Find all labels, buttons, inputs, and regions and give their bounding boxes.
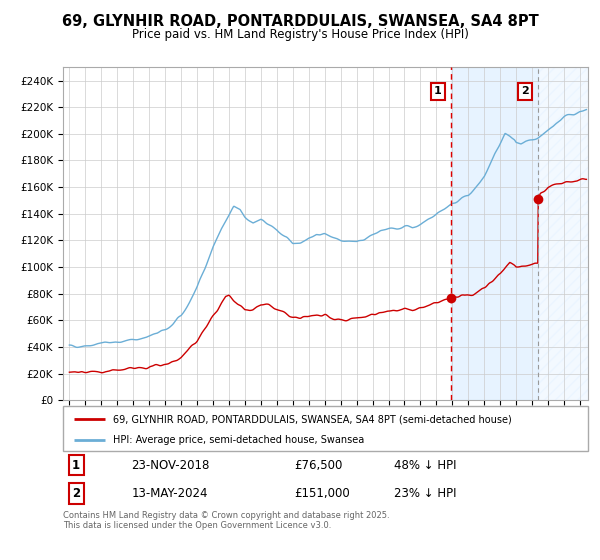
Text: 69, GLYNHIR ROAD, PONTARDDULAIS, SWANSEA, SA4 8PT (semi-detached house): 69, GLYNHIR ROAD, PONTARDDULAIS, SWANSEA… xyxy=(113,414,512,424)
Text: 48% ↓ HPI: 48% ↓ HPI xyxy=(394,459,456,472)
Text: Price paid vs. HM Land Registry's House Price Index (HPI): Price paid vs. HM Land Registry's House … xyxy=(131,28,469,41)
Text: 69, GLYNHIR ROAD, PONTARDDULAIS, SWANSEA, SA4 8PT: 69, GLYNHIR ROAD, PONTARDDULAIS, SWANSEA… xyxy=(62,14,538,29)
Bar xyxy=(451,67,538,400)
Text: 13-MAY-2024: 13-MAY-2024 xyxy=(131,487,208,500)
Bar xyxy=(538,67,600,400)
Text: 1: 1 xyxy=(72,459,80,472)
Text: 2: 2 xyxy=(72,487,80,500)
Text: 23-NOV-2018: 23-NOV-2018 xyxy=(131,459,209,472)
Text: HPI: Average price, semi-detached house, Swansea: HPI: Average price, semi-detached house,… xyxy=(113,435,364,445)
Text: 23% ↓ HPI: 23% ↓ HPI xyxy=(394,487,456,500)
FancyBboxPatch shape xyxy=(63,406,588,451)
Text: £76,500: £76,500 xyxy=(294,459,343,472)
Text: 2: 2 xyxy=(521,86,529,96)
Text: Contains HM Land Registry data © Crown copyright and database right 2025.
This d: Contains HM Land Registry data © Crown c… xyxy=(63,511,389,530)
Text: 1: 1 xyxy=(434,86,442,96)
Text: £151,000: £151,000 xyxy=(294,487,350,500)
